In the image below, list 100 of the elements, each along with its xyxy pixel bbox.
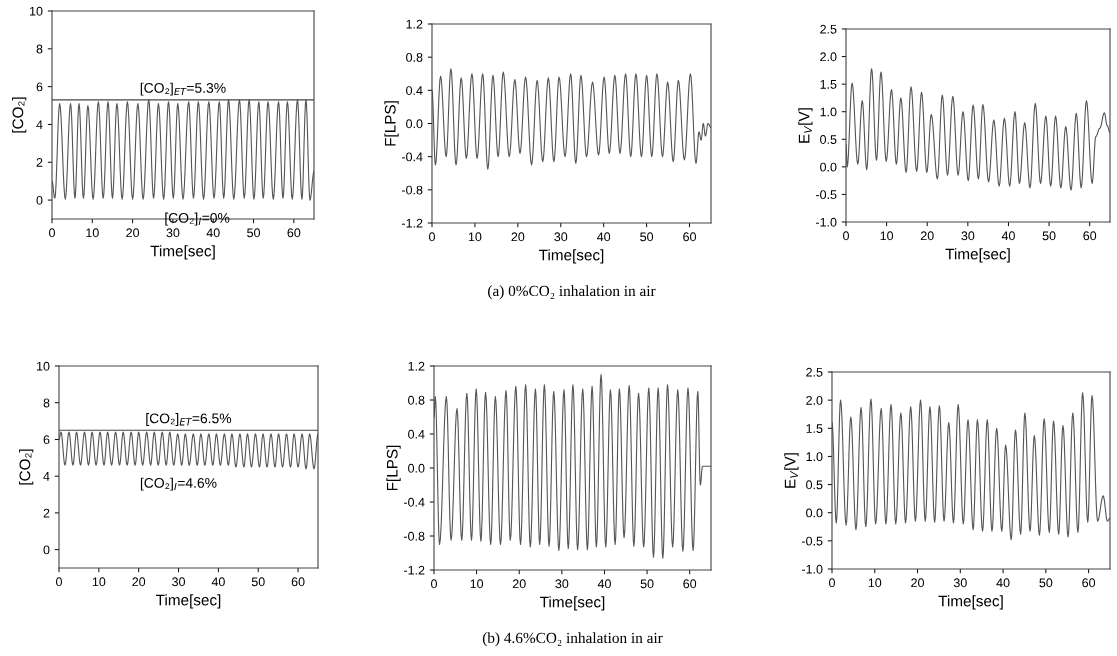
x-tick-label: 60	[291, 577, 305, 587]
y-tick-label: 2	[43, 508, 50, 518]
y-tick-label: 0.0	[408, 463, 425, 473]
x-tick-label: 30	[961, 231, 975, 241]
x-tick-label: 10	[92, 577, 106, 587]
x-tick-label: 40	[211, 577, 225, 587]
y-tick-label: 0.0	[820, 162, 837, 172]
x-tick-label: 40	[206, 228, 220, 238]
text: (a) 0%CO₂ inhalation in air	[488, 285, 656, 300]
y-tick-label: -0.8	[401, 185, 423, 195]
text: (b) 4.6%CO₂ inhalation in air	[482, 632, 663, 647]
x-tick-label: 30	[166, 228, 180, 238]
x-tick-label: 60	[287, 228, 301, 238]
y-tick-label: 6	[36, 82, 43, 92]
y-tick-label: 1.0	[820, 107, 837, 117]
x-tick-label: 30	[554, 232, 568, 242]
y-tick-label: -0.5	[801, 536, 823, 546]
y-tick-label: -0.4	[401, 152, 423, 162]
annotation: [CO₂]$_{I}$=0%	[165, 212, 230, 226]
x-tick-label: 20	[132, 577, 146, 587]
x-tick-label: 30	[953, 578, 967, 588]
x-tick-label: 40	[597, 579, 611, 589]
x-tick-label: 40	[597, 232, 611, 242]
y-tick-label: 8	[36, 44, 43, 54]
x-tick-label: 10	[86, 228, 99, 238]
y-axis-title: F[LPS]	[386, 445, 401, 491]
y-tick-label: 0.4	[406, 86, 423, 95]
y-tick-label: 1.5	[806, 424, 823, 433]
y-tick-label: 1.2	[408, 361, 425, 371]
x-tick-label: 20	[512, 579, 526, 589]
x-tick-label: 0	[429, 232, 435, 242]
y-tick-label: 0.8	[408, 395, 425, 405]
x-tick-label: 20	[126, 228, 140, 238]
y-tick-label: -1.2	[401, 218, 423, 228]
x-tick-label: 50	[251, 577, 265, 587]
y-tick-label: 0.8	[406, 52, 423, 62]
y-tick-label: -1.0	[815, 217, 837, 227]
y-tick-label: 2.5	[820, 24, 837, 34]
y-tick-label: 1.5	[820, 80, 837, 89]
y-tick-label: 10	[30, 6, 43, 16]
x-tick-label: 10	[468, 232, 482, 242]
x-tick-label: 0	[843, 231, 849, 241]
y-axis-title: F[LPS]	[384, 101, 399, 146]
x-axis-title: Time[sec]	[938, 595, 1003, 610]
y-tick-label: 1.0	[806, 452, 823, 462]
y-tick-label: 2.0	[820, 52, 837, 62]
y-tick-label: -0.8	[403, 531, 425, 541]
x-tick-label: 20	[920, 231, 934, 241]
y-tick-label: -0.4	[403, 497, 425, 507]
x-axis-title: Time[sec]	[540, 596, 605, 611]
y-tick-label: 10	[37, 361, 50, 371]
x-tick-label: 10	[880, 231, 894, 241]
x-axis-title: Time[sec]	[945, 248, 1010, 263]
ref-line-label: [CO₂]$_{ET}$=6.5%	[146, 413, 232, 426]
x-tick-label: 60	[683, 232, 696, 242]
y-tick-label: 2	[36, 158, 43, 167]
x-tick-label: 30	[555, 579, 569, 589]
x-tick-label: 20	[511, 232, 525, 242]
y-tick-label: 4	[36, 120, 43, 129]
y-axis-title: [CO₂]	[12, 97, 27, 133]
y-tick-label: 2.5	[806, 367, 823, 377]
x-tick-label: 10	[470, 579, 484, 589]
y-tick-label: 0.0	[406, 119, 423, 129]
x-tick-label: 20	[911, 578, 924, 588]
y-tick-label: -0.5	[815, 190, 837, 200]
x-tick-label: 60	[1082, 578, 1096, 588]
x-tick-label: 50	[640, 579, 654, 589]
y-tick-label: 2.0	[806, 395, 823, 405]
x-axis-title: Time[sec]	[150, 245, 215, 260]
x-tick-label: 60	[683, 579, 697, 589]
y-tick-label: 4	[43, 472, 50, 481]
x-tick-label: 0	[431, 579, 437, 589]
y-tick-label: 0	[43, 545, 50, 555]
x-axis-title: Time[sec]	[539, 249, 604, 264]
y-tick-label: 6	[43, 435, 50, 445]
x-tick-label: 50	[1042, 231, 1056, 241]
y-tick-label: -1.2	[403, 565, 425, 575]
x-tick-label: 0	[56, 577, 62, 587]
y-tick-label: 1.2	[406, 19, 423, 29]
x-tick-label: 50	[247, 228, 260, 238]
y-tick-label: 0.5	[806, 480, 823, 490]
x-tick-label: 10	[868, 578, 882, 588]
y-axis-title: E$_{V}$[V]	[798, 108, 813, 143]
x-tick-label: 30	[172, 577, 185, 587]
y-axis-title: [CO₂]	[19, 449, 34, 485]
y-tick-label: 0	[36, 195, 43, 205]
y-axis-title: E$_{V}$[V]	[784, 453, 799, 488]
y-tick-label: -1.0	[801, 564, 823, 574]
x-tick-label: 60	[1083, 231, 1097, 241]
x-tick-label: 50	[640, 232, 654, 242]
ref-line-label: [CO₂]$_{ET}$=5.3%	[140, 82, 226, 96]
x-tick-label: 50	[1039, 578, 1053, 588]
y-tick-label: 0.4	[408, 429, 425, 439]
y-tick-label: 0.5	[820, 135, 837, 144]
x-tick-label: 40	[996, 578, 1010, 588]
y-tick-label: 0.0	[806, 508, 823, 518]
y-tick-label: 8	[43, 398, 50, 408]
x-tick-label: 40	[1001, 231, 1015, 241]
annotation: [CO₂]$_{I}$=4.6%	[140, 477, 217, 491]
x-axis-title: Time[sec]	[156, 594, 221, 609]
